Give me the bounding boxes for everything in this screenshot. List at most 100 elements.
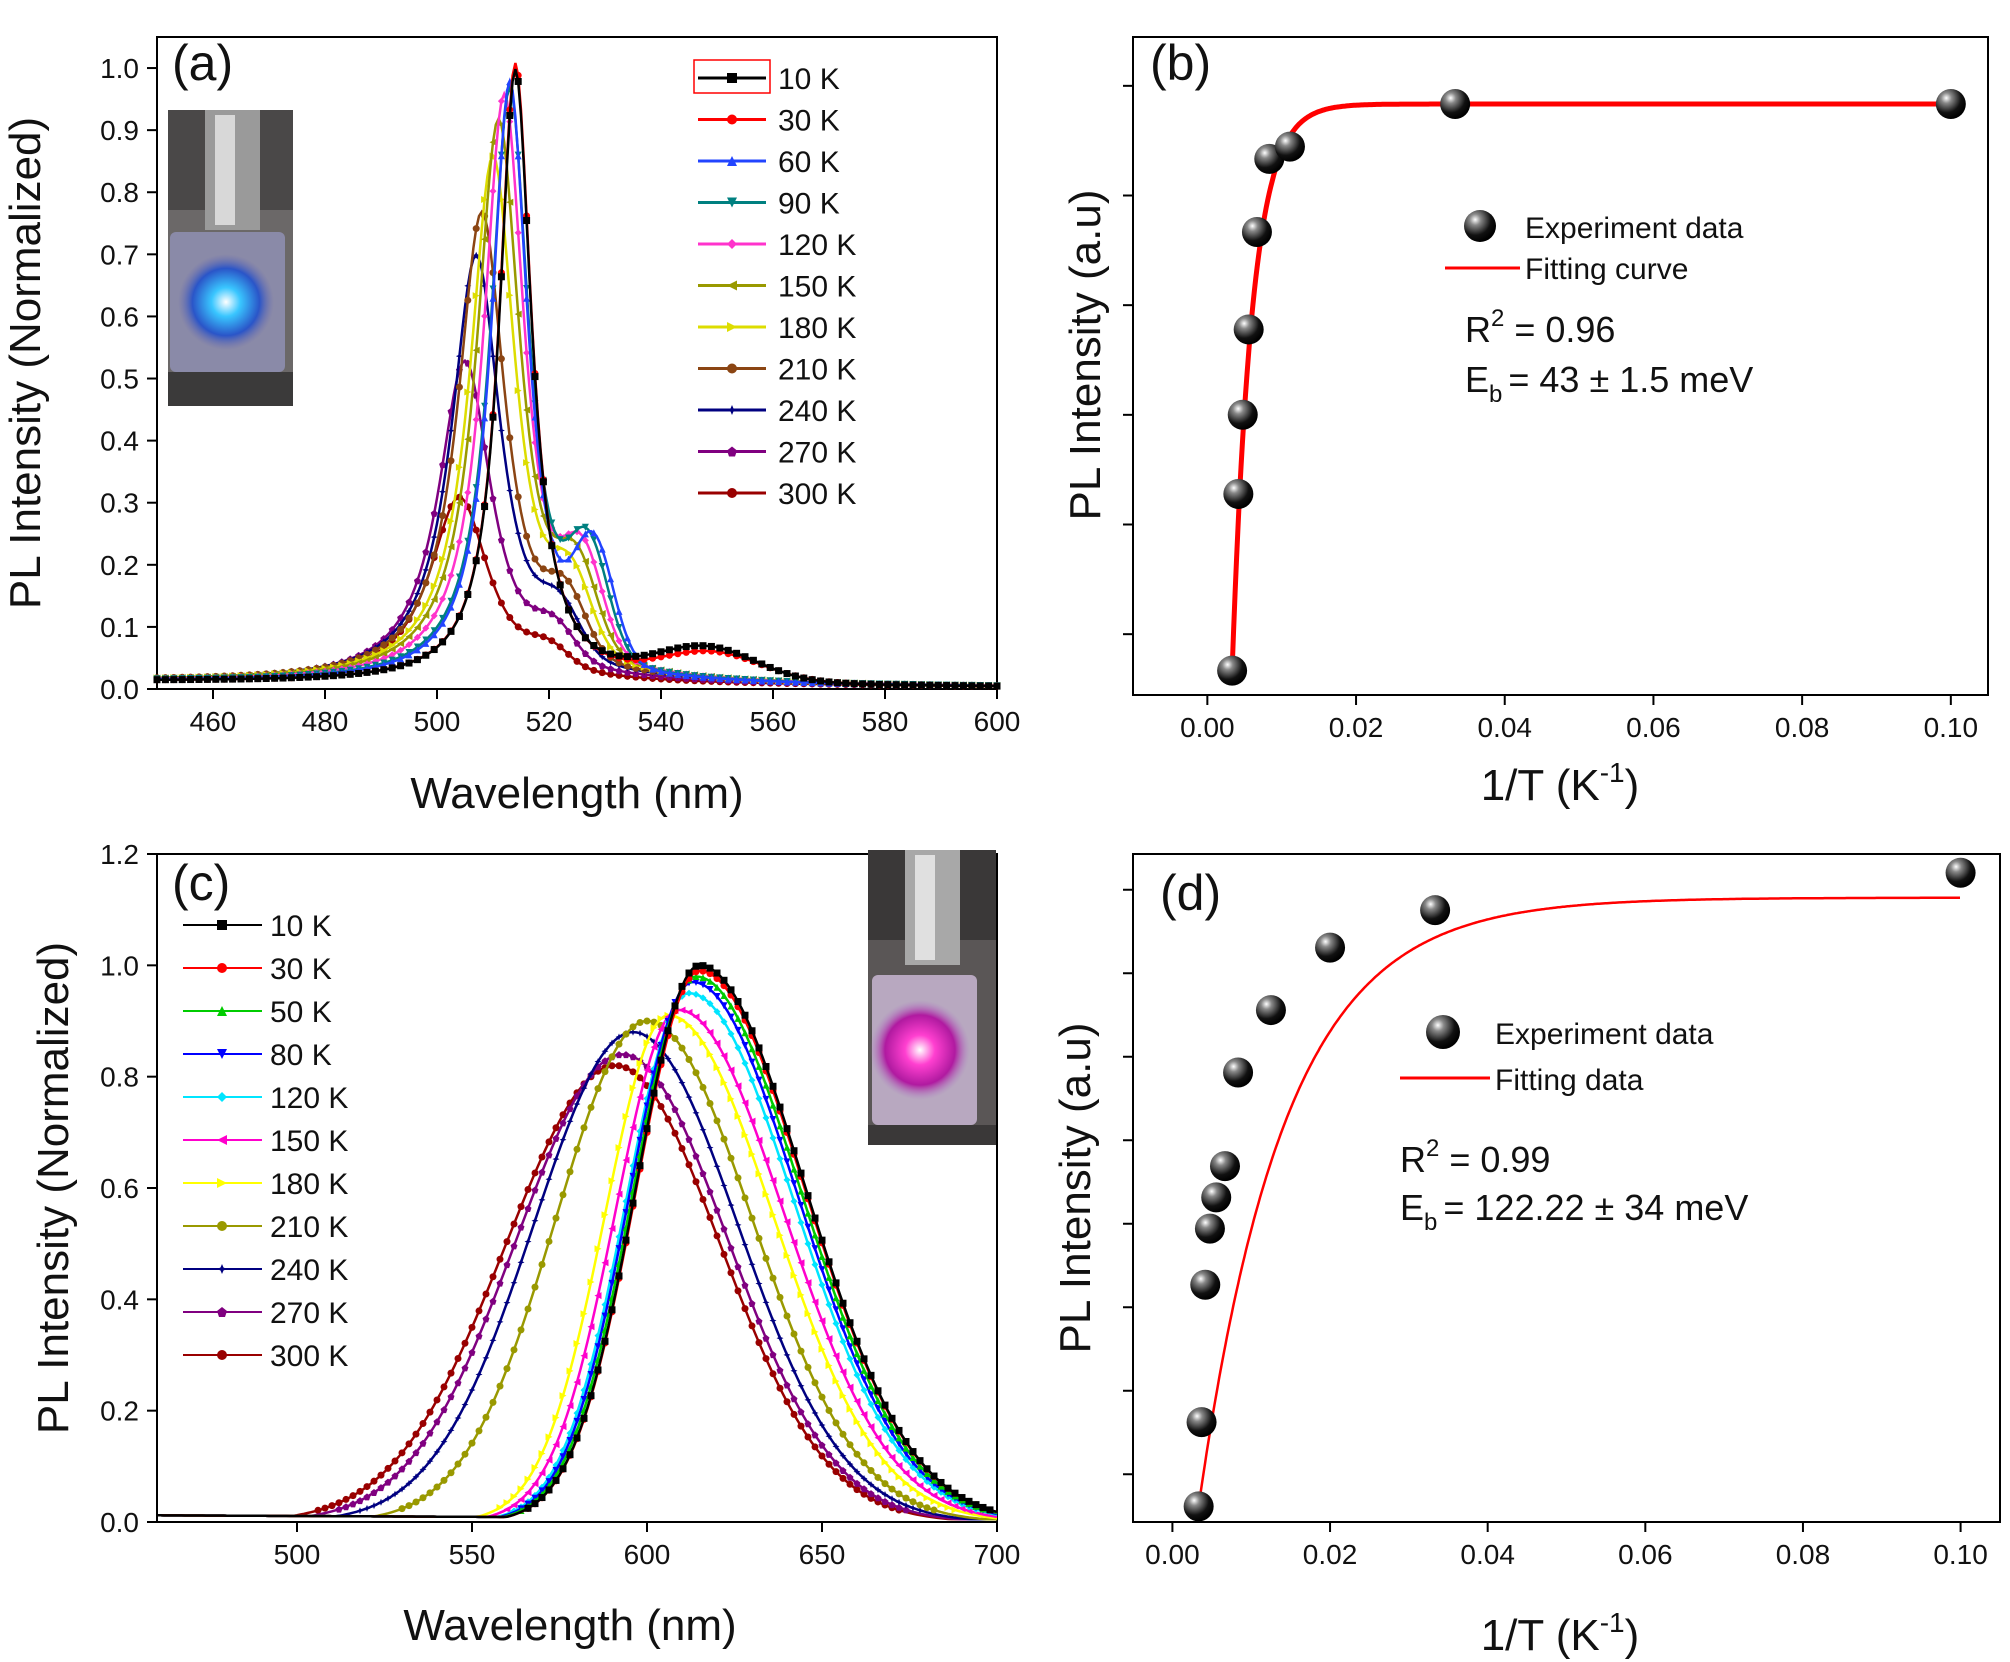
data-point (930, 1476, 938, 1484)
data-point (430, 509, 438, 517)
data-point (665, 651, 673, 659)
data-point (531, 1186, 539, 1194)
data-point (545, 1237, 553, 1245)
data-point (692, 1109, 700, 1117)
data-point (727, 1269, 735, 1277)
data-point (640, 651, 648, 659)
data-point (439, 614, 447, 622)
data-point (531, 1217, 539, 1225)
data-point (811, 1379, 819, 1387)
data-point (615, 1033, 623, 1041)
data-point (664, 1115, 672, 1123)
data-point (430, 631, 438, 639)
data-point (629, 1023, 637, 1031)
data-point (748, 1045, 756, 1053)
data-point (671, 1066, 679, 1074)
data-point (874, 1434, 882, 1442)
data-point (510, 1346, 518, 1354)
data-point (657, 668, 665, 676)
data-point (741, 1099, 749, 1107)
data-point (349, 1500, 357, 1508)
data-point (734, 1026, 742, 1034)
data-point (692, 1029, 700, 1037)
data-point (412, 1430, 420, 1438)
data-point (944, 1504, 952, 1512)
data-point (615, 1144, 623, 1152)
data-point (321, 1504, 329, 1512)
data-point (590, 666, 598, 674)
data-point (607, 670, 615, 678)
data-point (895, 1462, 903, 1470)
data-point (377, 1498, 385, 1506)
data-point (699, 642, 707, 650)
data-point (523, 294, 531, 302)
data-point (874, 1405, 882, 1413)
pink-emission-photo (868, 850, 996, 1145)
data-point (430, 533, 438, 541)
data-point (888, 1466, 896, 1474)
data-point (552, 1155, 560, 1163)
data-point (727, 1002, 735, 1010)
data-point (1183, 1491, 1214, 1522)
data-point (464, 435, 472, 443)
data-point (454, 1414, 462, 1422)
data-point (846, 1441, 854, 1449)
data-point (489, 579, 497, 587)
data-point (657, 1056, 665, 1064)
panel-a-legend: 10 K 30 K 60 K 90 K 120 K 150 K 180 K 210 K 240 … (693, 59, 856, 511)
data-point (461, 1401, 469, 1409)
x-tick-label: 0.06 (1626, 712, 1681, 743)
data-point (398, 1465, 406, 1473)
y-tick-label: 0.0 (100, 674, 139, 705)
data-point (622, 1051, 630, 1059)
data-point (685, 1135, 693, 1143)
panel-c-curves (157, 962, 998, 1521)
data-point (853, 1450, 861, 1458)
data-point (716, 644, 724, 652)
legend-label: 120 K (778, 229, 856, 262)
data-point (598, 662, 606, 670)
data-point (455, 580, 463, 588)
legend-label: 80 K (270, 1039, 332, 1072)
data-point (497, 599, 505, 607)
data-point (419, 1439, 427, 1447)
data-point (678, 1120, 686, 1128)
data-point (706, 977, 714, 985)
panel-b-legend-experiment: Experiment data (1525, 212, 1744, 245)
data-point (825, 1450, 833, 1458)
data-point (713, 1117, 721, 1125)
data-point (510, 1242, 518, 1250)
x-tick-label: 0.08 (1776, 1539, 1831, 1570)
data-point (565, 549, 573, 557)
panel-d-label: (d) (1160, 865, 1221, 921)
data-point (388, 645, 396, 653)
data-point (818, 1345, 826, 1353)
data-point (692, 1152, 700, 1160)
data-point (720, 1182, 728, 1190)
data-point (623, 668, 631, 676)
data-point (580, 1414, 588, 1422)
data-point (397, 620, 405, 628)
data-point (419, 1420, 427, 1428)
data-point (832, 1377, 840, 1385)
data-point (439, 555, 447, 563)
data-point (706, 1144, 714, 1152)
data-point (741, 1059, 749, 1067)
data-point (1233, 314, 1264, 345)
data-point (545, 1478, 553, 1486)
data-point (384, 1464, 392, 1472)
data-point (556, 643, 564, 651)
data-point (608, 1177, 616, 1185)
data-point (548, 637, 556, 645)
data-point (489, 413, 497, 421)
panel-b-legend: Experiment data Fitting curve (1445, 210, 1744, 286)
data-point (388, 658, 396, 666)
legend-marker (217, 1006, 227, 1016)
data-point (1194, 1213, 1225, 1244)
data-point (769, 1317, 777, 1325)
data-point (853, 1468, 861, 1476)
data-point (959, 682, 967, 690)
data-point (497, 97, 505, 105)
data-point (692, 962, 700, 970)
data-point (573, 543, 581, 551)
